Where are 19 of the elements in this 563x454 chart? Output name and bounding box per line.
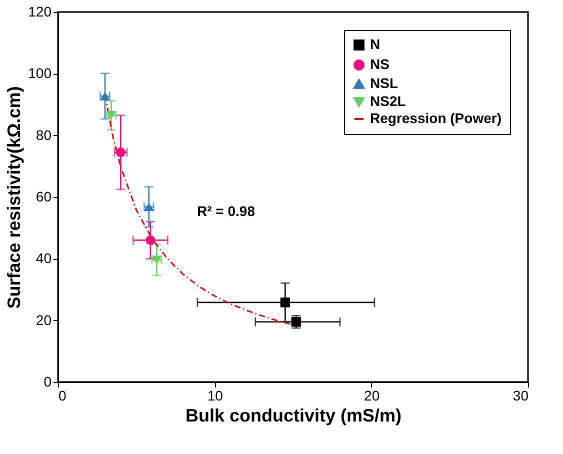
y-tick-label: 80 [36, 126, 52, 143]
y-tick-label: 120 [28, 4, 52, 20]
legend-label: Regression (Power) [370, 110, 502, 126]
legend-label: NSL [370, 75, 398, 91]
x-tick-label: 0 [58, 388, 66, 404]
x-tick-label: 20 [364, 388, 380, 404]
legend-label: NS [370, 56, 390, 72]
x-tick-label: 10 [207, 388, 224, 404]
y-axis-title: Surface resistivity(kΩ.cm) [4, 86, 24, 309]
legend-label: NS2L [370, 93, 406, 109]
x-tick-label: 30 [512, 388, 529, 404]
y-tick-label: 100 [28, 65, 52, 82]
y-tick-label: 40 [36, 250, 52, 266]
annotation: R² = 0.98 [197, 203, 256, 219]
y-tick-label: 0 [44, 374, 52, 390]
y-tick-label: 20 [36, 312, 52, 328]
legend-label: N [370, 36, 380, 52]
x-axis-title: Bulk conductivity (mS/m) [185, 406, 402, 426]
y-tick-label: 60 [36, 188, 52, 204]
